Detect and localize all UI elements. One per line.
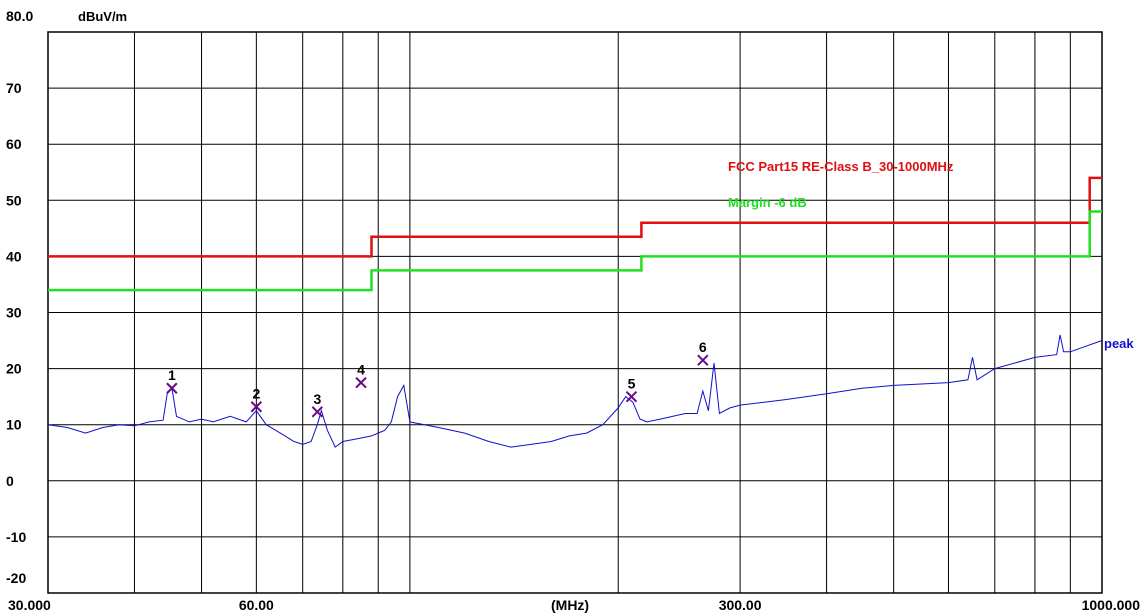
- marker-label: 2: [252, 386, 260, 402]
- y-tick-label: 40: [6, 248, 22, 264]
- marker-5: 5: [625, 376, 638, 403]
- marker-layer: 1 2 3 4 5 6: [166, 339, 709, 418]
- marker-label: 4: [357, 362, 365, 378]
- x-tick-label: 1000.000: [1082, 597, 1141, 613]
- y-tick-label: 0: [6, 473, 14, 489]
- y-unit-label: dBuV/m: [78, 9, 127, 24]
- marker-cross: [697, 354, 709, 366]
- marker-label: 6: [699, 339, 707, 355]
- y-tick-label: 80.0: [6, 8, 33, 24]
- limit-line: [48, 176, 1102, 258]
- marker-label: 3: [313, 391, 321, 407]
- peak-trace: [47, 334, 1103, 448]
- legend-layer: FCC Part15 RE-Class B_30-1000MHz Margin …: [728, 159, 1134, 351]
- grid-layer: [47, 31, 1103, 594]
- y-tick-label: 30: [6, 305, 22, 321]
- marker-cross: [250, 401, 263, 413]
- marker-3: 3: [311, 391, 324, 418]
- legend-limit-label: FCC Part15 RE-Class B_30-1000MHz: [728, 159, 954, 174]
- marker-4: 4: [355, 362, 367, 389]
- series-layer: [47, 176, 1103, 448]
- marker-cross: [625, 390, 638, 403]
- y-tick-label: 20: [6, 361, 22, 377]
- x-tick-label: 300.00: [719, 597, 762, 613]
- marker-label: 1: [168, 367, 176, 383]
- marker-cross: [355, 376, 367, 389]
- marker-1: 1: [166, 367, 178, 394]
- y-tick-label: 50: [6, 192, 22, 208]
- margin-line: [48, 210, 1102, 292]
- x-tick-label: 30.000: [8, 597, 51, 613]
- y-tick-label: -10: [6, 529, 26, 545]
- y-tick-label: 60: [6, 136, 22, 152]
- unit-layer: dBuV/m (MHz): [78, 9, 589, 613]
- marker-6: 6: [697, 339, 709, 366]
- legend-margin-label: Margin -6 dB: [728, 195, 807, 210]
- series-peak-label: peak: [1104, 336, 1134, 351]
- y-tick-label: 70: [6, 80, 22, 96]
- x-tick-label: 60.00: [239, 597, 274, 613]
- x-unit-label: (MHz): [551, 597, 589, 613]
- marker-2: 2: [250, 386, 263, 413]
- axis-layer: 80.0 70 60 50 40 30 20 10 0 -10 -20 30.000 60.00 300.…: [6, 8, 1140, 613]
- y-tick-label: -20: [6, 570, 26, 586]
- plot-frame: [47, 31, 1103, 594]
- marker-label: 5: [628, 376, 636, 392]
- marker-cross: [311, 406, 324, 418]
- y-tick-label: 10: [6, 417, 22, 433]
- marker-cross: [166, 382, 178, 394]
